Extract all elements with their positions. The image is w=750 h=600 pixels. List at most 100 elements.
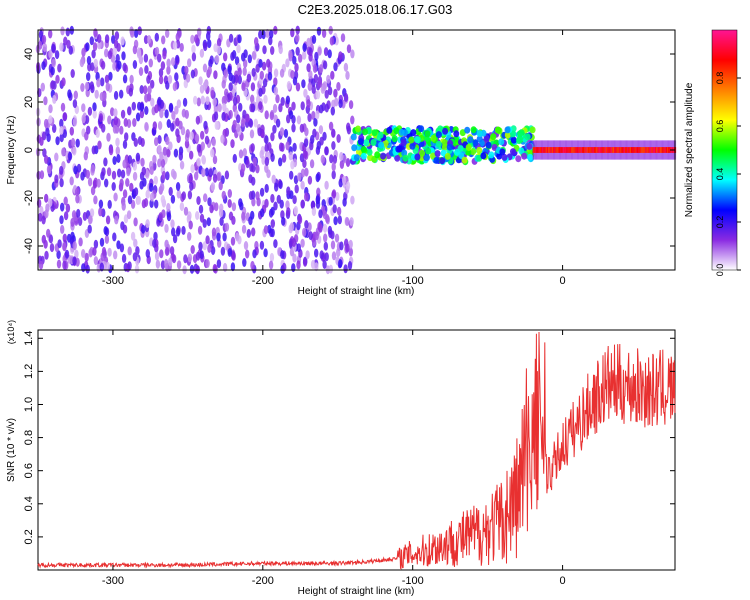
heatmap-cell	[127, 261, 132, 271]
heatmap-cell	[72, 146, 77, 156]
heatmap-cell	[608, 147, 611, 153]
heatmap-cell	[241, 224, 247, 234]
heatmap-cell	[47, 165, 52, 175]
heatmap-cell	[59, 165, 64, 175]
heatmap-cell	[136, 49, 142, 59]
heatmap-cell	[133, 29, 139, 38]
heatmap-cell	[106, 132, 111, 142]
heatmap-cell	[518, 147, 525, 155]
heatmap-cell	[330, 240, 336, 250]
heatmap-cell	[662, 147, 665, 153]
heatmap-cell	[65, 203, 71, 213]
heatmap-cell	[71, 210, 77, 220]
heatmap-cell	[324, 180, 329, 190]
heatmap-cell	[414, 153, 421, 161]
heatmap-cell	[227, 189, 232, 198]
heatmap-cell	[90, 164, 96, 174]
heatmap-cell	[302, 50, 307, 60]
heatmap-cell	[164, 239, 169, 249]
heatmap-cell	[324, 252, 329, 262]
heatmap-cell	[221, 79, 226, 89]
heatmap-cell	[104, 34, 110, 44]
heatmap-cell	[285, 200, 290, 210]
heatmap-cell	[347, 261, 353, 270]
heatmap-cell	[501, 153, 508, 161]
heatmap-cell	[62, 233, 67, 243]
heatmap-cell	[69, 176, 74, 186]
heatmap-cell	[158, 212, 163, 222]
heatmap-cell	[346, 125, 352, 135]
heatmap-cell	[330, 70, 335, 80]
heatmap-cell	[652, 147, 655, 153]
heatmap-cell	[251, 50, 257, 60]
y-tick-label: 0.4	[23, 496, 35, 511]
heatmap-cell	[267, 71, 273, 81]
heatmap-cell	[130, 28, 135, 38]
heatmap-cell	[547, 147, 549, 153]
heatmap-cell	[290, 70, 295, 79]
heatmap-cell	[183, 254, 188, 264]
heatmap-cell	[561, 147, 564, 153]
heatmap-cell	[80, 83, 85, 92]
heatmap-cell	[562, 147, 565, 153]
heatmap-cell	[400, 139, 407, 147]
heatmap-cell	[310, 134, 315, 144]
heatmap-cell	[648, 147, 651, 153]
heatmap-cell	[339, 151, 344, 161]
heatmap-cell	[279, 127, 285, 137]
heatmap-cell	[330, 106, 335, 116]
heatmap-cell	[119, 243, 125, 253]
heatmap-cell	[198, 76, 203, 86]
heatmap-cell	[370, 139, 377, 146]
heatmap-cell	[641, 147, 644, 153]
heatmap-cell	[48, 115, 53, 125]
heatmap-cell	[269, 29, 274, 39]
heatmap-cell	[645, 147, 648, 153]
y-tick-label: 0.6	[23, 463, 35, 478]
heatmap-cell	[112, 124, 118, 134]
heatmap-cell	[98, 207, 103, 217]
heatmap-cell	[194, 171, 199, 181]
heatmap-cell	[86, 55, 92, 65]
heatmap-cell	[59, 118, 64, 128]
heatmap-cell	[195, 211, 200, 220]
heatmap-cell	[272, 124, 277, 134]
heatmap-cell	[52, 94, 57, 104]
heatmap-cell	[48, 234, 54, 244]
heatmap-cell	[658, 147, 661, 153]
heatmap-cell	[537, 147, 540, 153]
heatmap-cell	[132, 171, 138, 181]
heatmap-cell	[199, 213, 205, 223]
heatmap-cell	[328, 121, 334, 131]
heatmap-cell	[44, 250, 49, 260]
heatmap-cell	[659, 147, 662, 153]
heatmap-cell	[617, 147, 620, 153]
heatmap-cell	[628, 147, 631, 153]
heatmap-cell	[81, 263, 86, 273]
heatmap-cell	[199, 48, 205, 58]
heatmap-cell	[255, 63, 260, 73]
heatmap-cell	[232, 153, 237, 163]
heatmap-cell	[89, 36, 95, 46]
heatmap-cell	[251, 197, 256, 207]
heatmap-cell	[184, 65, 189, 75]
heatmap-cell	[307, 113, 312, 123]
heatmap-cell	[144, 65, 149, 74]
heatmap-cell	[583, 147, 585, 153]
heatmap-cell	[189, 150, 194, 160]
heatmap-cell	[222, 232, 227, 242]
heatmap-cell	[292, 195, 297, 205]
heatmap-cell	[107, 50, 113, 60]
heatmap-cell	[74, 187, 80, 197]
heatmap-cell	[363, 139, 370, 147]
heatmap-cell	[139, 180, 144, 190]
heatmap-cell	[429, 152, 436, 160]
heatmap-cell	[250, 82, 256, 92]
heatmap-cell	[216, 45, 221, 55]
heatmap-cell	[231, 215, 236, 225]
heatmap-cell	[84, 252, 89, 262]
heatmap-cell	[327, 86, 333, 96]
heatmap-cell	[63, 211, 69, 221]
colorbar-label: Normalized spectral amplitude	[684, 82, 695, 217]
heatmap-cell	[567, 147, 570, 153]
